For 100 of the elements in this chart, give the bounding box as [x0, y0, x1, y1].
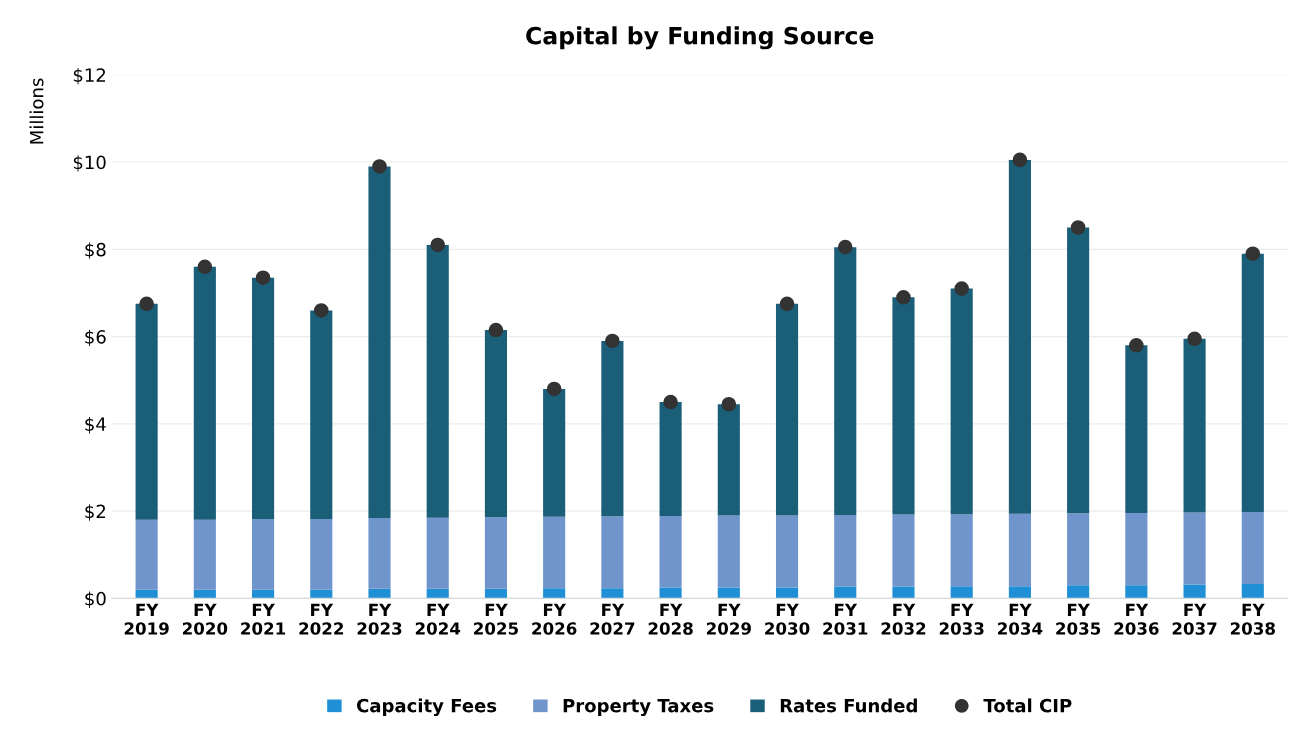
- bar: [1008, 586, 1031, 599]
- x-tick-label: FY 2028: [648, 603, 693, 635]
- legend-label: Total CIP: [983, 698, 1072, 713]
- legend-label: Rates Funded: [780, 698, 917, 713]
- bar: [543, 588, 566, 599]
- legend-label: Capacity Fees: [356, 698, 497, 717]
- point: [837, 239, 853, 255]
- point: [255, 270, 271, 285]
- bar: [252, 518, 275, 590]
- x-tick-label: FY 2035: [1056, 603, 1101, 635]
- point: [1129, 338, 1144, 353]
- bar: [601, 588, 624, 599]
- point: [779, 296, 795, 312]
- bar: [1067, 513, 1090, 586]
- bar: [368, 588, 391, 599]
- point: [488, 322, 504, 338]
- point: [721, 396, 737, 412]
- y-tick-label: $10: [73, 155, 106, 172]
- bar: [892, 586, 915, 599]
- bar: [135, 303, 158, 520]
- y-tick-label: $8: [85, 242, 106, 259]
- bar: [834, 247, 857, 516]
- point: [546, 381, 562, 397]
- bar: [1067, 585, 1090, 599]
- bar: [426, 244, 449, 518]
- bar: [368, 518, 391, 589]
- bar: [775, 515, 799, 588]
- point: [1245, 246, 1261, 261]
- x-tick-label: FY 2032: [881, 603, 926, 635]
- x-tick-label: FY 2029: [706, 603, 751, 635]
- bar: [775, 587, 799, 599]
- bar: [892, 297, 915, 515]
- bar: [1125, 345, 1148, 513]
- bar: [310, 518, 333, 590]
- bar: [252, 589, 275, 599]
- x-tick-label: FY 2024: [415, 603, 461, 635]
- point: [313, 303, 329, 318]
- x-tick-label: FY 2019: [124, 603, 169, 635]
- x-tick-label: FY 2033: [939, 603, 984, 635]
- point: [896, 290, 911, 305]
- y-tick-label: $12: [73, 67, 106, 85]
- y-tick-label: $2: [85, 504, 106, 521]
- bar: [543, 388, 566, 517]
- bar: [1183, 584, 1206, 599]
- bar: [717, 515, 740, 588]
- bar: [252, 277, 275, 519]
- x-tick-label: FY 2031: [823, 603, 868, 635]
- bar: [484, 330, 507, 518]
- x-tick-label: FY 2021: [241, 603, 286, 635]
- x-tick-label: FY 2030: [765, 603, 810, 635]
- point: [372, 159, 387, 174]
- legend-label: Property Taxes: [563, 698, 714, 717]
- x-tick-label: FY 2037: [1172, 603, 1217, 635]
- y-tick-label: $6: [85, 329, 106, 347]
- bar: [543, 516, 566, 589]
- bar: [1183, 512, 1206, 585]
- point: [663, 394, 678, 410]
- point: [1187, 331, 1202, 347]
- bar: [659, 515, 682, 588]
- bar: [1008, 159, 1031, 514]
- bar: [1241, 584, 1264, 599]
- y-tick-label: $0: [85, 591, 106, 608]
- bar: [775, 303, 799, 516]
- bar: [601, 516, 624, 589]
- bar: [1125, 585, 1148, 599]
- x-tick-label: FY 2038: [1230, 603, 1275, 635]
- bar: [834, 586, 857, 599]
- y-axis-title: Millions: [29, 78, 44, 144]
- bar: [135, 519, 158, 590]
- bar: [659, 402, 682, 516]
- x-tick-label: FY 2022: [299, 603, 344, 635]
- bar: [1067, 227, 1090, 514]
- point: [1070, 220, 1086, 235]
- bar: [426, 517, 449, 589]
- bar: [659, 587, 682, 599]
- bar: [368, 166, 391, 519]
- bar: [193, 266, 216, 520]
- x-tick-label: FY 2026: [532, 603, 577, 635]
- bar: [892, 514, 915, 587]
- bar: [426, 588, 449, 599]
- bar: [310, 589, 333, 599]
- bar: [950, 288, 973, 515]
- bar: [717, 587, 740, 599]
- point: [197, 259, 213, 275]
- bar: [484, 588, 507, 599]
- x-tick-label: FY 2034: [998, 603, 1043, 635]
- bar: [193, 589, 216, 599]
- point: [430, 237, 446, 253]
- bar: [1008, 513, 1031, 587]
- bar: [950, 514, 973, 587]
- y-tick-label: $4: [85, 417, 106, 434]
- bar: [193, 519, 216, 590]
- bar: [1241, 253, 1264, 513]
- x-tick-label: FY 2023: [357, 603, 402, 635]
- point: [1012, 152, 1028, 168]
- point: [954, 281, 969, 296]
- bar: [1183, 338, 1206, 513]
- x-tick-label: FY 2036: [1114, 603, 1159, 635]
- bar: [834, 515, 857, 587]
- chart-title: Capital by Funding Source: [526, 26, 874, 50]
